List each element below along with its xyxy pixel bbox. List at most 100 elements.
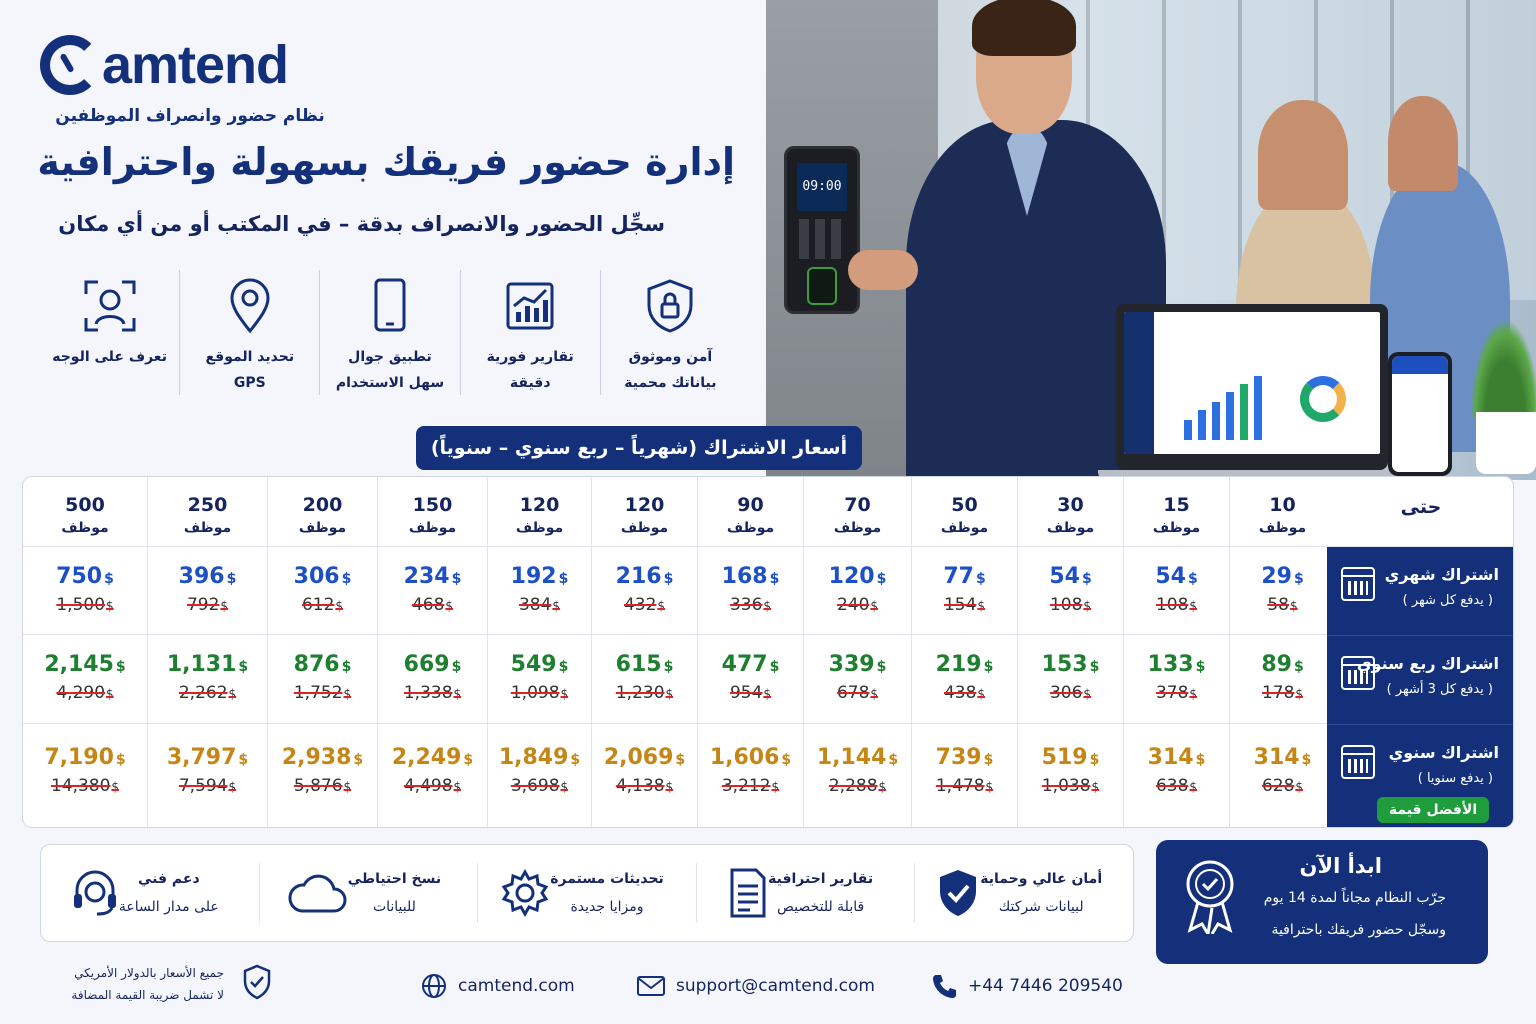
feature-mobile: تطبيق جوال سهل الاستخدام	[319, 270, 459, 395]
tier-column: 150 موظف 234 $468$ 669 $1,338$ 2,249 $4,498$	[377, 477, 487, 827]
original-price: 178$	[1230, 681, 1335, 706]
current-price: 1,849 $	[488, 744, 591, 774]
currency-symbol: $	[115, 659, 126, 675]
price-cell: 750 $1,500$	[23, 547, 147, 635]
tier-unit: موظف	[1046, 520, 1095, 536]
plant-pot	[1476, 412, 1536, 474]
currency-symbol: $	[104, 571, 114, 587]
footer-website[interactable]: camtend.com	[420, 966, 575, 1006]
price-cell: 549 $1,098$	[488, 635, 591, 724]
tier-column: 120 موظف 192 $384$ 549 $1,098$ 1,849 $3,698$	[487, 477, 591, 827]
email-text[interactable]: support@camtend.com	[676, 976, 875, 996]
plan-monthly: اشتراك شهري ( يدفع كل شهر )	[1327, 547, 1513, 635]
price-cell: 54 $108$	[1018, 547, 1123, 635]
price-cell: 2,145 $4,290$	[23, 635, 147, 724]
price-cell: 216 $432$	[592, 547, 697, 635]
currency-symbol: $	[763, 687, 772, 701]
price-cell: 519 $1,038$	[1018, 724, 1123, 827]
tier-header: 90 موظف	[698, 477, 803, 547]
price-value: 1,849	[498, 745, 569, 770]
price-cell: 306 $612$	[268, 547, 377, 635]
benefit-support: دعم فني على مدار الساعة	[41, 863, 259, 923]
currency-symbol: $	[343, 687, 352, 701]
tier-column: 50 موظف 77 $154$ 219 $438$ 739 $1,478$	[911, 477, 1017, 827]
currency-symbol: $	[1301, 752, 1312, 768]
start-now-card[interactable]: ابدأ الآن جرّب النظام مجاناً لمدة 14 يوم…	[1156, 840, 1488, 964]
current-price: 120 $	[804, 563, 911, 593]
currency-symbol: $	[985, 780, 994, 794]
tier-column: 15 موظف 54 $108$ 133 $378$ 314 $638$	[1123, 477, 1229, 827]
current-price: 306 $	[268, 563, 377, 593]
original-price: 108$	[1018, 593, 1123, 618]
plant	[1470, 318, 1536, 418]
original-price: 1,752$	[268, 681, 377, 706]
original-price: 4,138$	[592, 774, 697, 799]
tier-header: 70 موظف	[804, 477, 911, 547]
current-price: 1,144 $	[804, 744, 911, 774]
original-price: 1,500$	[23, 593, 147, 618]
tier-unit: موظف	[940, 520, 989, 536]
price-value: 3,797	[166, 745, 237, 770]
price-value: 54	[1049, 564, 1080, 589]
footer-phone[interactable]: +44 7446 209540	[930, 966, 1123, 1006]
plan-sub: ( يدفع كل 3 أشهر )	[1386, 682, 1493, 697]
tier-count: 500	[65, 494, 105, 516]
currency-symbol: $	[1089, 752, 1100, 768]
old-price-value: 4,138	[615, 776, 665, 796]
plan-quarterly: اشتراك ربع سنوي ( يدفع كل 3 أشهر )	[1327, 635, 1513, 724]
price-value: 234	[403, 564, 450, 589]
fingerprint-terminal: 09:00	[784, 146, 860, 314]
original-price: 378$	[1124, 681, 1229, 706]
price-value: 477	[721, 652, 768, 677]
currency-symbol: $	[769, 659, 780, 675]
price-value: 549	[510, 652, 557, 677]
vat-line1: جميع الأسعار بالدولار الأمريكي	[74, 966, 224, 980]
currency-symbol: $	[663, 571, 674, 587]
currency-symbol: $	[665, 780, 674, 794]
original-price: 14,380$	[23, 774, 147, 799]
tier-count: 10	[1269, 494, 1296, 516]
price-cell: 234 $468$	[378, 547, 487, 635]
currency-symbol: $	[570, 752, 581, 768]
price-value: 739	[935, 745, 982, 770]
old-price-value: 336	[729, 595, 763, 615]
tier-unit: موظف	[515, 520, 564, 536]
brand-logo: amtend	[40, 30, 340, 100]
currency-symbol: $	[1083, 599, 1092, 613]
price-value: 2,145	[44, 652, 114, 677]
price-cell: 314 $638$	[1124, 724, 1229, 827]
tier-unit: موظف	[61, 520, 109, 536]
tier-header: 200 موظف	[268, 477, 377, 547]
currency-symbol: $	[983, 659, 994, 675]
tier-column: 120 موظف 216 $432$ 615 $1,230$ 2,069 $4,138$	[591, 477, 697, 827]
benefit-sub: على مدار الساعة	[118, 899, 219, 915]
feature-label: تعرف على الوجه	[52, 349, 167, 365]
colleague-head	[1258, 100, 1348, 210]
brand-tagline: نظام حضور وانصراف الموظفين	[55, 106, 325, 126]
tier-unit: موظف	[833, 520, 882, 536]
tier-count: 120	[624, 494, 665, 516]
price-value: 750	[56, 564, 103, 589]
website-text[interactable]: camtend.com	[458, 976, 575, 996]
old-price-value: 4,498	[403, 776, 453, 796]
current-price: 219 $	[912, 651, 1017, 681]
price-value: 54	[1155, 564, 1186, 589]
old-price-value: 3,212	[721, 776, 771, 796]
price-value: 1,144	[816, 745, 887, 770]
benefit-sub: لبيانات شركتك	[998, 899, 1084, 915]
old-price-value: 5,876	[293, 776, 343, 796]
phone-text[interactable]: +44 7446 209540	[968, 976, 1123, 996]
tier-header: 30 موظف	[1018, 477, 1123, 547]
plan-name: اشتراك شهري	[1384, 565, 1499, 584]
old-price-value: 178	[1261, 683, 1295, 703]
old-price-value: 378	[1155, 683, 1189, 703]
tier-column: 200 موظف 306 $612$ 876 $1,752$ 2,938 $5,876$	[267, 477, 377, 827]
currency-symbol: $	[1091, 780, 1100, 794]
footer-email[interactable]: support@camtend.com	[636, 966, 875, 1006]
clock-logo-icon	[40, 35, 100, 95]
currency-symbol: $	[106, 687, 114, 701]
currency-symbol: $	[781, 752, 792, 768]
price-cell: 1,144 $2,288$	[804, 724, 911, 827]
old-price-value: 628	[1261, 776, 1295, 796]
currency-symbol: $	[1189, 687, 1198, 701]
